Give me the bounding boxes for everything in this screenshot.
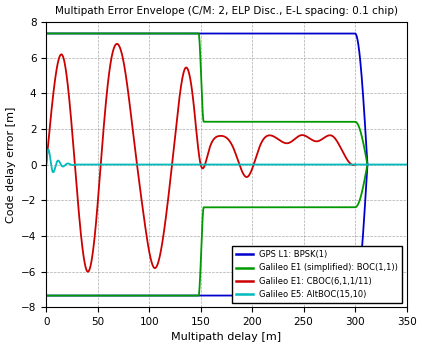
X-axis label: Multipath delay [m]: Multipath delay [m] xyxy=(171,332,281,342)
Y-axis label: Code delay error [m]: Code delay error [m] xyxy=(5,106,16,223)
Title: Multipath Error Envelope (C/M: 2, ELP Disc., E-L spacing: 0.1 chip): Multipath Error Envelope (C/M: 2, ELP Di… xyxy=(55,6,398,16)
Legend: GPS L1: BPSK(1), Galileo E1 (simplified): BOC(1,1)), Galileo E1: CBOC(6,1,1/11),: GPS L1: BPSK(1), Galileo E1 (simplified)… xyxy=(232,246,403,303)
